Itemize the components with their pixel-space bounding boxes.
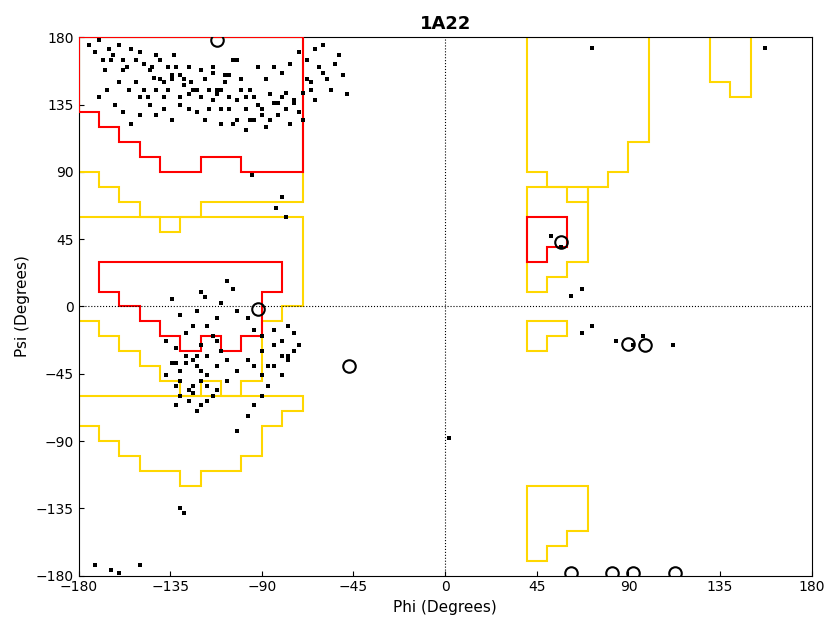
X-axis label: Phi (Degrees): Phi (Degrees) [393,600,497,615]
Title: 1A22: 1A22 [419,15,471,33]
Y-axis label: Psi (Degrees): Psi (Degrees) [15,256,30,357]
